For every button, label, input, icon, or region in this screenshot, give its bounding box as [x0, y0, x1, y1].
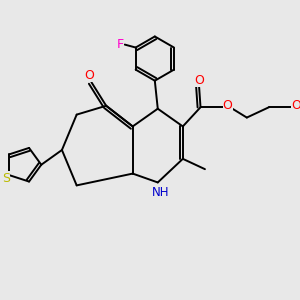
Text: O: O	[194, 74, 204, 87]
Text: F: F	[117, 38, 124, 51]
Text: S: S	[2, 172, 10, 184]
Text: O: O	[291, 99, 300, 112]
Text: NH: NH	[152, 186, 169, 199]
Text: O: O	[84, 69, 94, 82]
Text: O: O	[223, 99, 232, 112]
